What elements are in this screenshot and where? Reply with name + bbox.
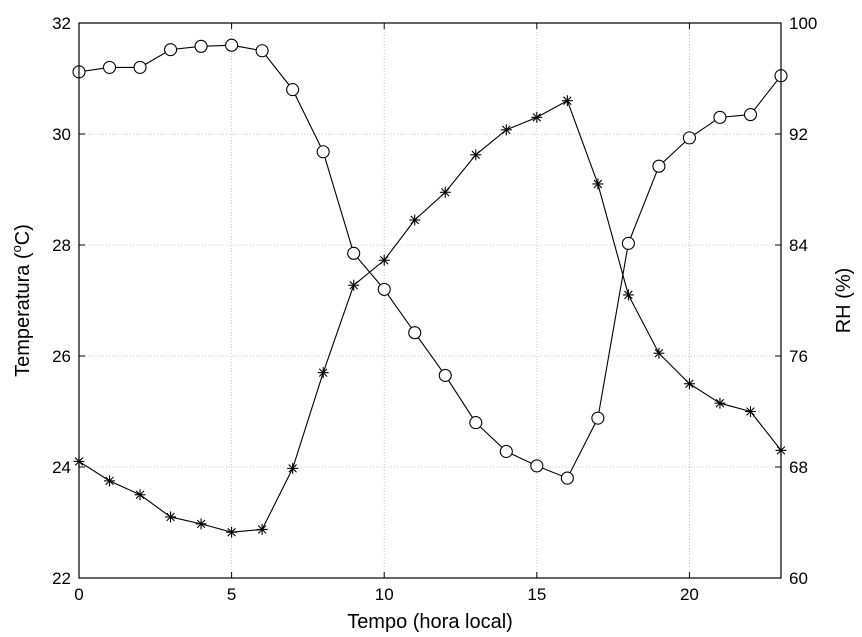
data-point-circle [438, 368, 452, 382]
y2-tick-label: 76 [789, 347, 808, 366]
data-point-circle [469, 416, 483, 430]
data-point-asterisk [683, 378, 695, 390]
x-tick-label: 20 [680, 585, 699, 604]
y-axis-title-end: C) [12, 224, 34, 245]
y2-tick-label: 60 [789, 569, 808, 588]
y-tick-label: 28 [52, 236, 71, 255]
y-tick-label: 26 [52, 347, 71, 366]
data-point-circle [652, 159, 666, 173]
data-point-asterisk [531, 111, 543, 123]
data-point-asterisk [287, 462, 299, 474]
y-tick-label: 30 [52, 125, 71, 144]
data-point-asterisk [561, 95, 573, 107]
y2-tick-label: 100 [789, 14, 817, 33]
data-point-asterisk [714, 397, 726, 409]
x-tick-label: 5 [227, 585, 236, 604]
series-line-asterisk [78, 99, 782, 533]
x-tick-label: 10 [375, 585, 394, 604]
data-point-asterisk [317, 367, 329, 379]
plot-frame [78, 22, 782, 579]
y2-tick-label: 68 [789, 458, 808, 477]
data-point-circle [560, 471, 574, 485]
data-point-circle [316, 145, 330, 159]
data-point-circle [499, 444, 513, 459]
data-point-circle [408, 326, 422, 340]
x-tick-label: 15 [527, 585, 546, 604]
data-point-asterisk [165, 511, 177, 523]
data-point-circle [713, 110, 727, 124]
data-point-circle [377, 282, 391, 296]
data-point-circle [286, 83, 300, 97]
grid-lines [78, 22, 781, 579]
x-axis-title: Tempo (hora local) [347, 611, 513, 633]
data-point-asterisk [500, 124, 512, 136]
y-axis-title-start: Temperatura ( [12, 252, 34, 377]
data-point-asterisk [470, 149, 482, 161]
data-point-circle [164, 43, 178, 57]
y-tick-label: 32 [52, 14, 71, 33]
data-point-circle [255, 44, 269, 58]
data-point-asterisk [592, 178, 604, 190]
data-point-asterisk [653, 347, 665, 359]
data-point-asterisk [744, 406, 756, 417]
data-point-asterisk [622, 289, 634, 301]
tick-layer: 0 5 10 15 20 22 24 26 28 30 32 60 68 76 84 92 100 [52, 14, 817, 604]
series-layer [72, 38, 788, 538]
y2-axis-title: RH (%) [833, 268, 855, 334]
data-point-asterisk [195, 518, 207, 530]
data-point-asterisk [104, 475, 116, 487]
x-tick-label: 0 [74, 585, 83, 604]
data-point-asterisk [409, 214, 421, 226]
data-point-circle [133, 60, 147, 74]
data-point-circle [591, 411, 605, 425]
data-point-asterisk [134, 489, 146, 501]
data-point-circle [102, 60, 117, 74]
y-axis-title-superscript: o [9, 245, 24, 252]
data-point-circle [225, 38, 239, 52]
data-point-circle [530, 459, 544, 473]
data-point-asterisk [439, 186, 451, 198]
y2-tick-label: 84 [789, 236, 808, 255]
data-point-asterisk [226, 526, 238, 538]
y-tick-label: 24 [52, 458, 71, 477]
data-point-asterisk [348, 279, 360, 291]
series-line-circle [78, 44, 782, 479]
y-axis-title: Temperatura (oC) [9, 224, 34, 377]
data-point-asterisk [378, 254, 390, 266]
data-point-circle [347, 246, 361, 260]
data-point-circle [682, 131, 696, 145]
y2-tick-label: 92 [789, 125, 808, 144]
data-point-circle [621, 236, 635, 250]
y-tick-label: 22 [52, 569, 71, 588]
data-point-circle [194, 39, 208, 53]
data-point-circle [743, 108, 758, 122]
data-point-asterisk [256, 523, 268, 535]
